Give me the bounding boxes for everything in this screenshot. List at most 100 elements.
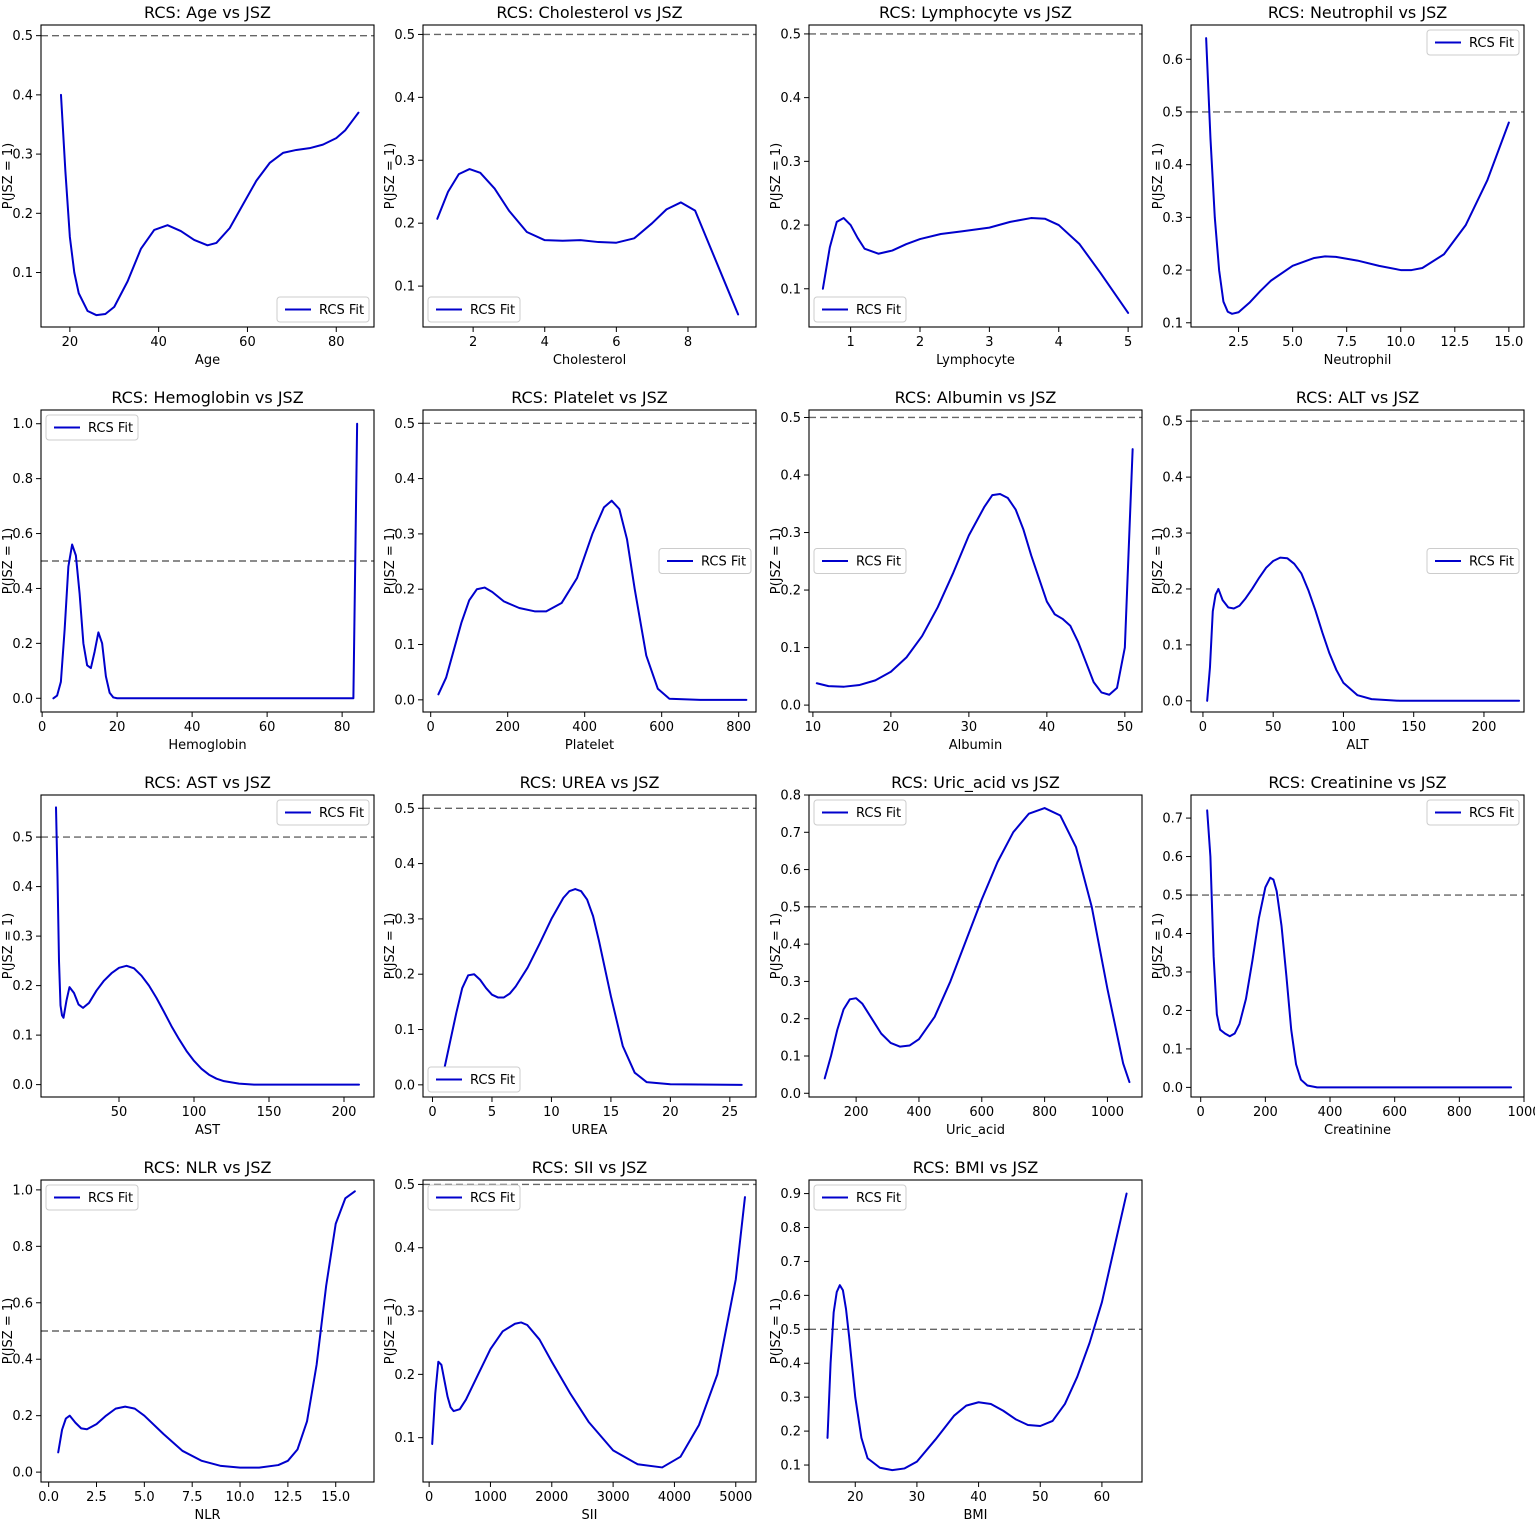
y-tick-label: 0.1 — [780, 1459, 801, 1474]
x-tick-label: 6 — [612, 335, 620, 350]
x-tick-label: 0 — [1199, 720, 1207, 735]
x-tick-label: 12.5 — [1440, 335, 1469, 350]
y-tick-label: 0.3 — [1162, 965, 1183, 980]
x-tick-label: 1 — [846, 335, 854, 350]
y-tick-label: 1.0 — [12, 417, 33, 432]
y-tick-label: 0.3 — [1162, 527, 1183, 542]
subplot-title: RCS: UREA vs JSZ — [520, 773, 660, 792]
x-tick-label: 12.5 — [273, 1490, 302, 1505]
subplot-9: 50 100 150 200 0.0 0.1 0.2 0.3 0.4 0.5 RCS: AST vs… — [1, 773, 375, 1138]
y-tick-label: 0.1 — [12, 1029, 33, 1044]
subplot-title: RCS: Cholesterol vs JSZ — [496, 3, 682, 22]
x-tick-label: 40 — [150, 335, 167, 350]
axes-frame — [422, 24, 757, 328]
rcs-fit-curve — [437, 499, 748, 701]
subplot-title: RCS: Platelet vs JSZ — [511, 388, 668, 407]
y-tick-label: 0.5 — [780, 900, 801, 915]
y-tick-label: 0.5 — [1162, 889, 1183, 904]
legend-box — [45, 1184, 139, 1211]
legend-label: RCS Fit — [319, 303, 364, 318]
x-tick-label: 150 — [1401, 720, 1426, 735]
x-axis-label: Age — [195, 353, 220, 368]
y-axis-label: P(JSZ = 1) — [769, 1298, 784, 1364]
y-tick-label: 0.8 — [780, 1221, 801, 1236]
legend: RCS Fit — [1426, 548, 1520, 574]
x-axis-label: Creatinine — [1324, 1123, 1391, 1138]
y-tick-label: 0.4 — [394, 1241, 415, 1256]
y-tick-label: 0.0 — [394, 693, 415, 708]
y-tick-label: 0.5 — [12, 29, 33, 44]
legend: RCS Fit — [45, 1184, 139, 1211]
y-tick-label: 0.4 — [394, 91, 415, 106]
legend-label: RCS Fit — [856, 555, 901, 570]
y-tick-label: 0.6 — [12, 527, 33, 542]
axes-frame — [40, 24, 375, 328]
x-tick-label: 15.0 — [321, 1490, 350, 1505]
x-tick-label: 2 — [916, 335, 924, 350]
x-tick-label: 150 — [257, 1105, 282, 1120]
legend-label: RCS Fit — [856, 806, 901, 821]
x-tick-label: 50 — [1117, 720, 1134, 735]
y-tick-label: 0.6 — [12, 1296, 33, 1311]
y-tick-label: 0.4 — [1162, 927, 1183, 942]
y-tick-label: 0.2 — [394, 1368, 415, 1383]
x-tick-label: 25 — [722, 1105, 739, 1120]
y-tick-label: 0.4 — [12, 880, 33, 895]
x-tick-label: 600 — [969, 1105, 994, 1120]
x-tick-label: 5.0 — [134, 1490, 155, 1505]
x-axis-label: Uric_acid — [946, 1123, 1005, 1138]
y-tick-label: 0.2 — [780, 219, 801, 234]
legend: RCS Fit — [427, 1066, 521, 1093]
subplot-14: 0 1000 2000 3000 4000 5000 0.1 0.2 0.3 0.4 0.5 RCS:… — [383, 1158, 757, 1523]
y-tick-label: 0.1 — [394, 638, 415, 653]
subplot-6: 0 200 400 600 800 0.0 0.1 0.2 0.3 0.4 0.5 RCS: Plat… — [383, 388, 757, 753]
y-tick-label: 0.0 — [1162, 1081, 1183, 1096]
subplot-4: 2.5 5.0 7.5 10.0 12.5 15.0 0.1 0.2 0.3 0.4 0.5 0.6 R… — [1151, 3, 1525, 368]
y-tick-label: 0.4 — [12, 582, 33, 597]
x-tick-label: 50 — [1032, 1490, 1049, 1505]
x-tick-label: 100 — [182, 1105, 207, 1120]
y-tick-label: 0.5 — [394, 1178, 415, 1193]
rcs-fit-curve — [431, 1196, 746, 1469]
y-tick-label: 0.1 — [394, 1431, 415, 1446]
x-tick-label: 2000 — [535, 1490, 568, 1505]
subplot-title: RCS: Uric_acid vs JSZ — [891, 773, 1060, 793]
rcs-fit-curve — [815, 448, 1134, 696]
legend-box — [276, 296, 370, 323]
y-tick-label: 0.5 — [394, 802, 415, 817]
x-axis-label: UREA — [572, 1123, 608, 1138]
legend-label: RCS Fit — [1469, 36, 1514, 51]
legend: RCS Fit — [276, 296, 370, 323]
y-axis-label: P(JSZ = 1) — [383, 528, 398, 594]
subplot-title: RCS: Hemoglobin vs JSZ — [111, 388, 303, 407]
y-tick-label: 0.2 — [12, 207, 33, 222]
x-tick-label: 4 — [1055, 335, 1063, 350]
y-tick-label: 0.0 — [12, 692, 33, 707]
legend-box — [276, 799, 370, 826]
x-tick-label: 600 — [649, 720, 674, 735]
legend: RCS Fit — [45, 414, 139, 441]
x-tick-label: 30 — [909, 1490, 926, 1505]
y-tick-label: 0.2 — [1162, 264, 1183, 279]
subplot-8: 0 50 100 150 200 0.0 0.1 0.2 0.3 0.4 0.5 RCS: ALT v… — [1151, 388, 1525, 753]
axes-frame — [1190, 24, 1525, 328]
subplot-title: RCS: Lymphocyte vs JSZ — [879, 3, 1072, 22]
x-tick-label: 2.5 — [86, 1490, 107, 1505]
subplot-2: 2 4 6 8 0.1 0.2 0.3 0.4 0.5 RCS: Cholesterol vs J… — [383, 3, 757, 368]
y-tick-label: 0.4 — [780, 938, 801, 953]
x-tick-label: 400 — [907, 1105, 932, 1120]
legend-label: RCS Fit — [856, 303, 901, 318]
rcs-fit-curve — [52, 422, 359, 700]
legend-label: RCS Fit — [88, 421, 133, 436]
y-tick-label: 0.4 — [12, 88, 33, 103]
y-tick-label: 0.4 — [780, 1357, 801, 1372]
x-tick-label: 200 — [844, 1105, 869, 1120]
x-tick-label: 15 — [603, 1105, 620, 1120]
x-tick-label: 20 — [109, 720, 126, 735]
legend: RCS Fit — [1426, 799, 1520, 826]
y-axis-label: P(JSZ = 1) — [769, 143, 784, 209]
x-tick-label: 80 — [328, 335, 345, 350]
legend: RCS Fit — [427, 296, 521, 323]
y-tick-label: 0.3 — [780, 526, 801, 541]
